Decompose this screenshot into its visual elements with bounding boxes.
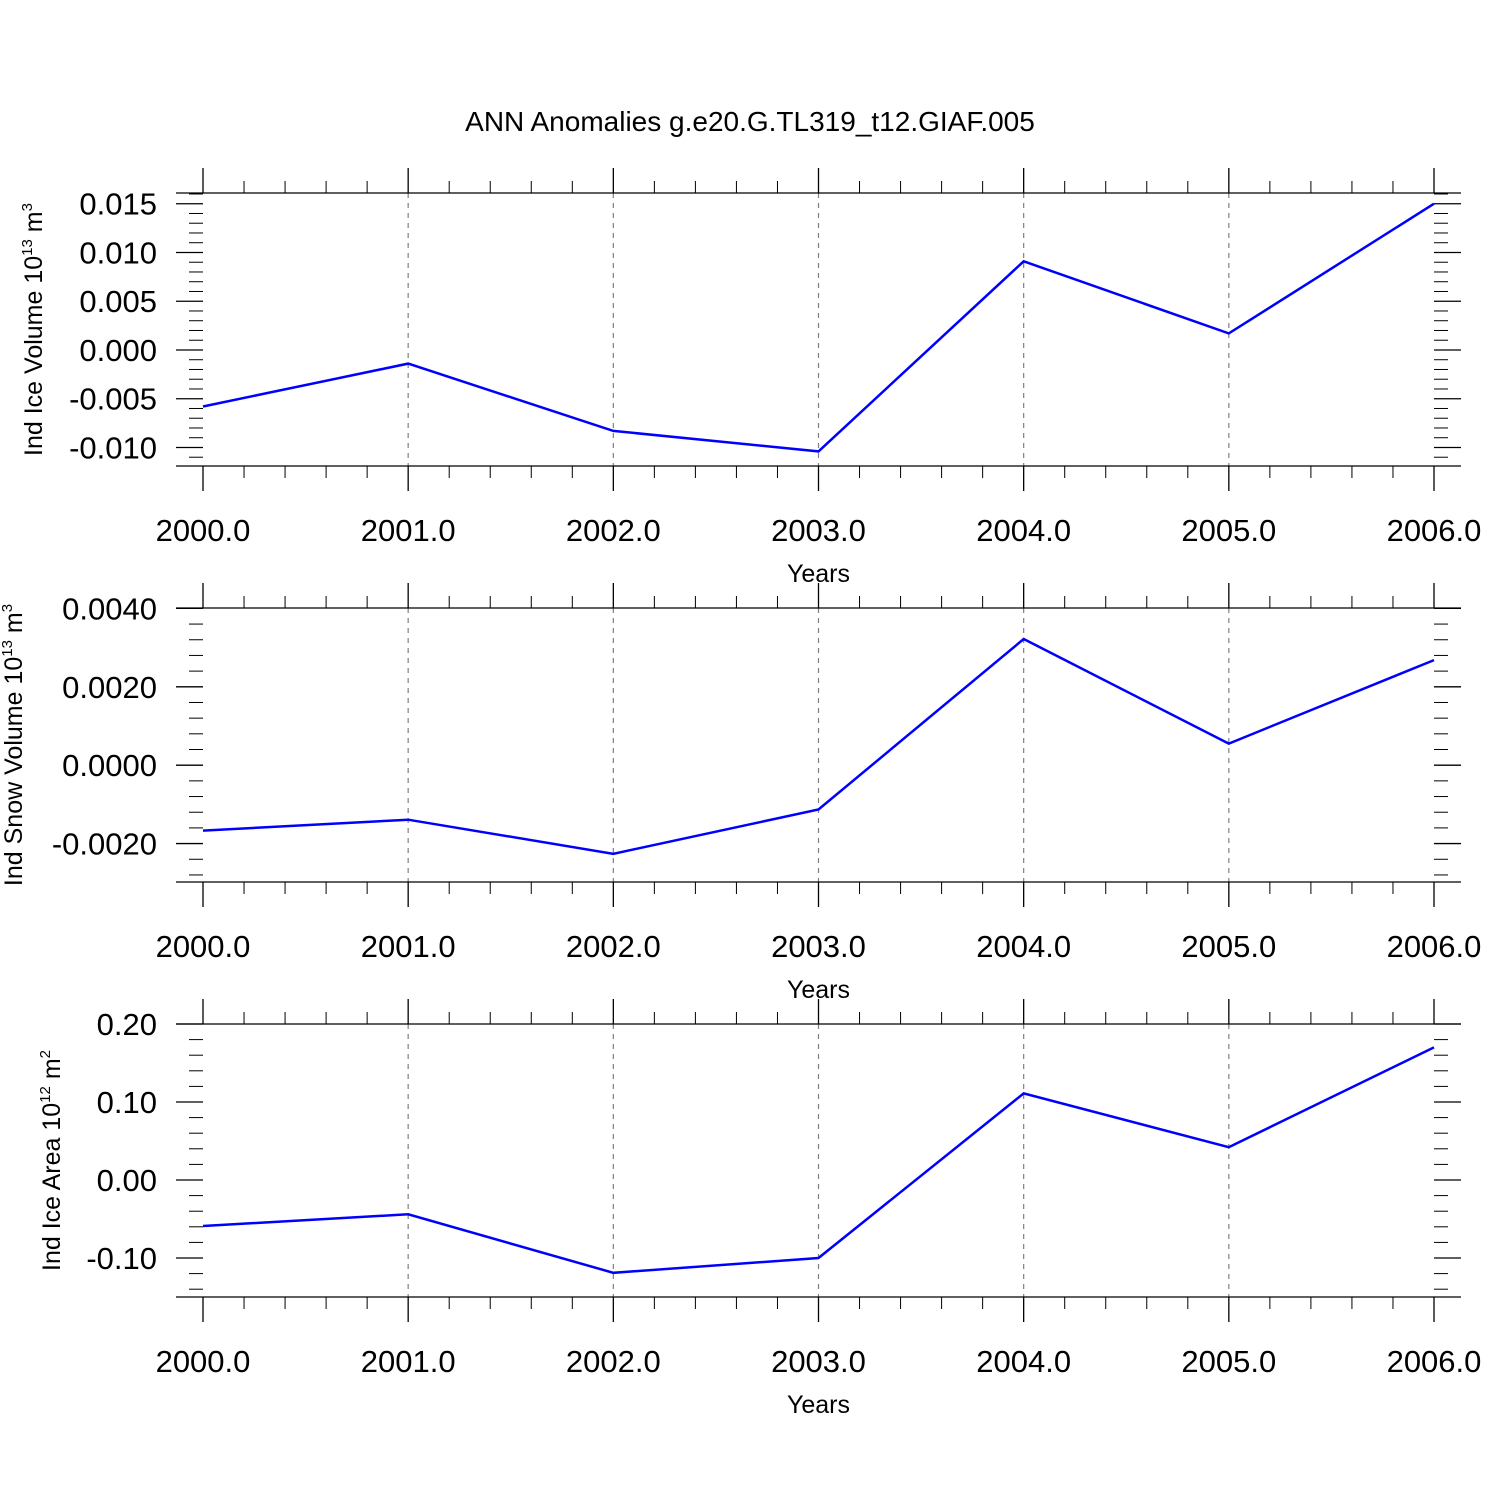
- y-tick-label: -0.010: [69, 430, 157, 465]
- x-tick-label: 2006.0: [1387, 929, 1482, 964]
- x-axis-label: Years: [787, 1391, 850, 1419]
- chart-panel-3: 2000.0 2001.0 2002.0 2003.0 2004.0 2005.0 2006…: [37, 999, 1481, 1419]
- x-tick-label: 2004.0: [976, 929, 1071, 964]
- x-tick-label: 2006.0: [1387, 1344, 1482, 1379]
- x-tick-label: 2002.0: [566, 929, 661, 964]
- y-tick-label: 0.0040: [62, 591, 157, 626]
- x-tick-label: 2001.0: [361, 929, 456, 964]
- y-axis-label: Ind Snow Volume 1013 m3: [0, 604, 28, 886]
- chart-panel-2: 2000.0 2001.0 2002.0 2003.0 2004.0 2005.0 2006…: [0, 583, 1481, 1004]
- x-tick-label: 2006.0: [1387, 513, 1482, 548]
- chart-panel-1: 2000.0 2001.0 2002.0 2003.0 2004.0 2005.0 2006…: [19, 168, 1481, 588]
- y-tick-label: 0.000: [79, 333, 157, 368]
- y-tick-label: -0.0020: [52, 827, 157, 862]
- data-series-line: [202, 1046, 1435, 1275]
- x-tick-label: 2000.0: [156, 929, 251, 964]
- x-tick-label: 2001.0: [361, 513, 456, 548]
- y-tick-label: 0.005: [79, 284, 157, 319]
- y-tick-label: 0.010: [79, 235, 157, 270]
- y-tick-label: -0.10: [86, 1241, 157, 1276]
- data-series-line: [202, 637, 1435, 856]
- y-axis-label: Ind Ice Area 1012 m2: [37, 1050, 66, 1271]
- data-series-line: [202, 202, 1435, 453]
- x-tick-label: 2001.0: [361, 1344, 456, 1379]
- x-tick-label: 2003.0: [771, 929, 866, 964]
- y-tick-label: 0.10: [97, 1085, 157, 1120]
- figure-title: ANN Anomalies g.e20.G.TL319_t12.GIAF.005: [465, 106, 1035, 137]
- x-tick-label: 2005.0: [1181, 1344, 1276, 1379]
- x-tick-label: 2000.0: [156, 513, 251, 548]
- x-tick-label: 2004.0: [976, 1344, 1071, 1379]
- x-tick-label: 2003.0: [771, 1344, 866, 1379]
- x-tick-label: 2005.0: [1181, 929, 1276, 964]
- x-tick-label: 2002.0: [566, 1344, 661, 1379]
- y-tick-label: 0.0000: [62, 748, 157, 783]
- y-axis-label: Ind Ice Volume 1013 m3: [19, 203, 48, 456]
- y-tick-label: 0.015: [79, 187, 157, 222]
- y-tick-label: 0.00: [97, 1163, 157, 1198]
- x-tick-label: 2000.0: [156, 1344, 251, 1379]
- y-tick-label: 0.20: [97, 1007, 157, 1042]
- y-tick-label: 0.0020: [62, 670, 157, 705]
- x-tick-label: 2003.0: [771, 513, 866, 548]
- x-tick-label: 2002.0: [566, 513, 661, 548]
- x-tick-label: 2004.0: [976, 513, 1071, 548]
- y-tick-label: -0.005: [69, 382, 157, 417]
- x-tick-label: 2005.0: [1181, 513, 1276, 548]
